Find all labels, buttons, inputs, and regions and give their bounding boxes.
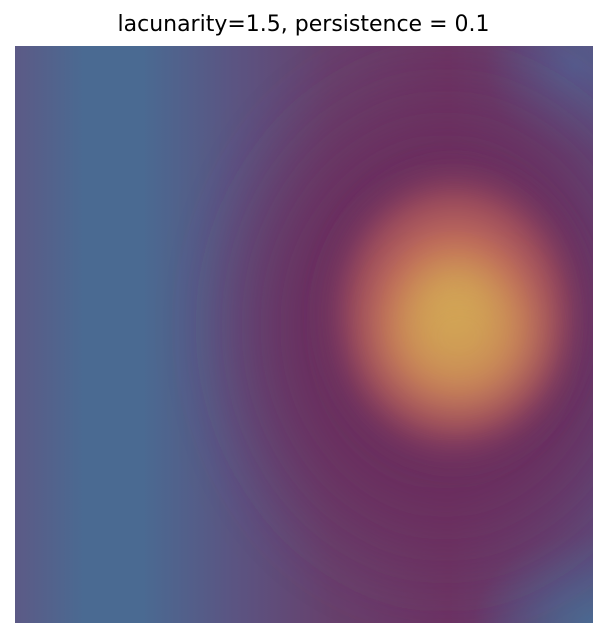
heatmap-svg: [15, 46, 593, 623]
heatmap-plot: [15, 46, 593, 623]
chart-title: lacunarity=1.5, persistence = 0.1: [117, 12, 490, 37]
heatmap-peak: [390, 271, 530, 401]
